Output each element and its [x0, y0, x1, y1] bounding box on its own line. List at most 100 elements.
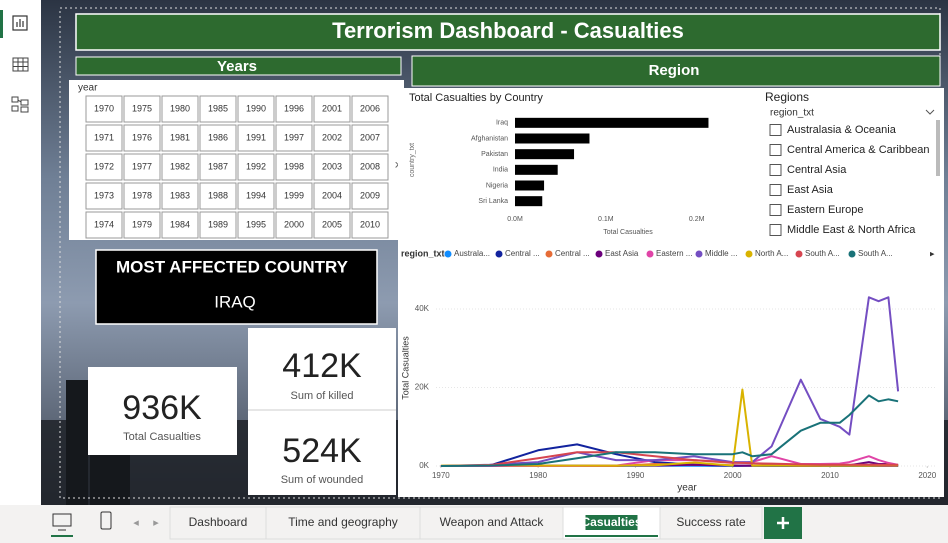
checkbox[interactable] — [769, 204, 782, 216]
checkbox[interactable] — [769, 124, 782, 136]
year-button[interactable] — [85, 153, 123, 181]
legend-label[interactable]: Central ... — [505, 249, 540, 258]
y-tick-label: Iraq — [496, 120, 508, 127]
year-button[interactable] — [123, 153, 161, 181]
year-button[interactable] — [237, 182, 275, 210]
year-button[interactable] — [275, 153, 313, 181]
year-button-label: 1988 — [208, 190, 228, 200]
legend-label[interactable]: South A... — [805, 249, 840, 258]
year-button-label: 1997 — [284, 132, 304, 142]
checkbox[interactable] — [769, 164, 782, 176]
tab[interactable] — [419, 506, 564, 540]
year-button[interactable] — [313, 95, 351, 123]
year-button[interactable] — [237, 124, 275, 152]
year-button[interactable] — [237, 95, 275, 123]
legend-swatch[interactable] — [795, 250, 803, 258]
year-button[interactable] — [85, 95, 123, 123]
year-button[interactable] — [161, 153, 199, 181]
legend-swatch[interactable] — [444, 250, 452, 258]
legend-label[interactable]: Middle ... — [705, 249, 737, 258]
most-affected-card — [95, 249, 378, 325]
tab[interactable] — [659, 506, 763, 540]
year-button[interactable] — [161, 95, 199, 123]
legend-swatch[interactable] — [646, 250, 654, 258]
year-button[interactable] — [351, 182, 389, 210]
add-page[interactable] — [764, 507, 802, 539]
year-button[interactable] — [123, 211, 161, 239]
checkbox[interactable] — [769, 144, 782, 156]
year-button[interactable] — [161, 182, 199, 210]
region-item: Central America & Caribbean — [787, 144, 929, 156]
year-button[interactable] — [313, 153, 351, 181]
slicer-dropdown[interactable] — [925, 109, 935, 115]
legend-label[interactable]: Eastern ... — [656, 249, 692, 258]
card-value: 936K — [122, 389, 202, 427]
legend-label[interactable]: Central ... — [555, 249, 590, 258]
scrollbar[interactable] — [936, 120, 940, 176]
year-button[interactable] — [237, 153, 275, 181]
year-button[interactable] — [199, 153, 237, 181]
series-line — [440, 451, 899, 467]
year-button[interactable] — [237, 211, 275, 239]
year-button[interactable] — [313, 182, 351, 210]
year-button[interactable] — [199, 182, 237, 210]
year-button[interactable] — [351, 95, 389, 123]
header-banner — [75, 13, 941, 51]
checkbox[interactable] — [769, 184, 782, 196]
year-button[interactable] — [161, 124, 199, 152]
year-button[interactable] — [161, 211, 199, 239]
year-button-label: 1989 — [208, 219, 228, 229]
tab-label: Dashboard — [189, 515, 248, 529]
y-axis-title: country_txt — [409, 143, 416, 177]
legend-swatch[interactable] — [695, 250, 703, 258]
legend-swatch[interactable] — [595, 250, 603, 258]
tab-next[interactable]: ▸ — [153, 517, 159, 529]
year-button-label: 1994 — [246, 190, 266, 200]
legend-swatch[interactable] — [848, 250, 856, 258]
year-button[interactable] — [351, 211, 389, 239]
checkbox[interactable] — [769, 224, 782, 236]
legend-label[interactable]: Australa... — [454, 249, 490, 258]
year-button[interactable] — [85, 211, 123, 239]
legend-label[interactable]: North A... — [755, 249, 788, 258]
year-button-label: 1972 — [94, 161, 114, 171]
year-button[interactable] — [275, 95, 313, 123]
x-tick-label: 1970 — [432, 471, 450, 480]
year-button[interactable] — [275, 211, 313, 239]
table-view-icon[interactable] — [12, 57, 29, 72]
legend-swatch[interactable] — [495, 250, 503, 258]
year-button[interactable] — [85, 124, 123, 152]
tab[interactable] — [169, 506, 267, 540]
year-button[interactable] — [313, 124, 351, 152]
legend-next[interactable]: ▸ — [930, 248, 935, 258]
year-button[interactable] — [199, 124, 237, 152]
year-button[interactable] — [123, 124, 161, 152]
year-button-label: 1995 — [246, 219, 266, 229]
mobile-layout-icon[interactable] — [100, 511, 112, 530]
report-view-icon[interactable] — [12, 15, 28, 31]
legend-swatch[interactable] — [745, 250, 753, 258]
year-button[interactable] — [123, 95, 161, 123]
desktop-layout-icon[interactable] — [52, 513, 72, 531]
year-button[interactable] — [351, 124, 389, 152]
card — [248, 328, 396, 495]
year-button-label: 1991 — [246, 132, 266, 142]
year-button[interactable] — [351, 153, 389, 181]
bar — [515, 133, 590, 144]
tab-label: Success rate — [676, 515, 746, 529]
year-button-label: 2000 — [284, 219, 304, 229]
legend-label[interactable]: South A... — [858, 249, 893, 258]
year-button[interactable] — [199, 95, 237, 123]
slicer-next[interactable]: › — [395, 156, 400, 172]
year-button[interactable] — [123, 182, 161, 210]
year-button[interactable] — [199, 211, 237, 239]
tab-prev[interactable]: ◂ — [133, 517, 139, 529]
year-button[interactable] — [275, 124, 313, 152]
year-button[interactable] — [275, 182, 313, 210]
year-button[interactable] — [313, 211, 351, 239]
legend-swatch[interactable] — [545, 250, 553, 258]
model-view-icon[interactable] — [11, 96, 29, 113]
year-button[interactable] — [85, 182, 123, 210]
legend-label[interactable]: East Asia — [605, 249, 639, 258]
